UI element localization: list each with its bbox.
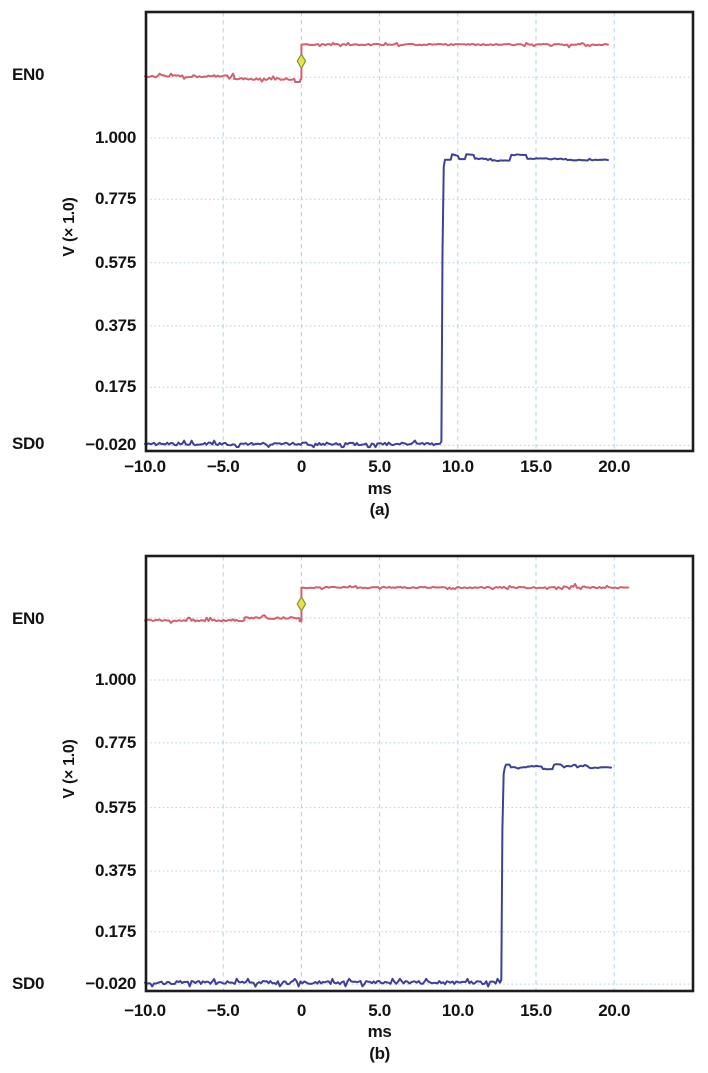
y-tick-label: 0.375 xyxy=(94,315,136,335)
x-tick-label: 10.0 xyxy=(441,1001,474,1020)
x-tick-label: 20.0 xyxy=(598,1001,631,1020)
x-tick-label: 5.0 xyxy=(368,457,391,476)
x-axis-title: ms xyxy=(367,1022,392,1041)
y-tick-label: 0.575 xyxy=(94,797,136,817)
trace-label-sd0: SD0 xyxy=(12,974,45,993)
chart-caption: (b) xyxy=(369,1044,391,1063)
trace-en0 xyxy=(144,582,630,624)
x-tick-label: 5.0 xyxy=(368,1001,391,1020)
trace-en0 xyxy=(144,41,609,83)
cursor-marker-diamond xyxy=(296,52,307,70)
y-tick-label: 0.175 xyxy=(94,377,136,397)
y-tick-label: 0.175 xyxy=(94,921,136,941)
y-tick-label: 0.775 xyxy=(94,732,136,752)
trace-label-en0: EN0 xyxy=(12,609,45,628)
x-tick-label: 15.0 xyxy=(520,1001,552,1020)
y-tick-label: 0.375 xyxy=(94,860,136,880)
x-tick-label: 0 xyxy=(296,457,306,476)
plot-area xyxy=(144,554,695,993)
y-tick-label: 0.775 xyxy=(94,189,136,209)
trace-sd0 xyxy=(144,763,613,988)
x-tick-label: 10.0 xyxy=(441,457,474,476)
plot-border xyxy=(144,10,695,453)
y-tick-label: −0.020 xyxy=(85,435,136,455)
chart-caption: (a) xyxy=(369,500,390,519)
trace-label-en0: EN0 xyxy=(12,65,45,84)
trace-label-sd0: SD0 xyxy=(12,434,45,453)
y-tick-label: 1.000 xyxy=(94,128,136,147)
x-tick-label: 0 xyxy=(296,1001,306,1020)
x-tick-label: 20.0 xyxy=(598,457,631,476)
x-tick-label: −10.0 xyxy=(124,1001,166,1020)
plot-border xyxy=(144,554,695,993)
cursor-marker-diamond xyxy=(296,595,307,613)
y-tick-label: −0.020 xyxy=(85,974,136,994)
y-tick-label: 0.575 xyxy=(94,252,136,272)
x-tick-label: 15.0 xyxy=(520,457,552,476)
x-axis-title: ms xyxy=(367,479,392,498)
x-tick-label: −5.0 xyxy=(207,1001,240,1020)
y-tick-label: 1.000 xyxy=(94,669,136,689)
plot-area xyxy=(144,10,695,453)
x-tick-label: −5.0 xyxy=(207,457,240,476)
trace-sd0 xyxy=(144,153,609,449)
x-tick-label: −10.0 xyxy=(124,457,166,476)
